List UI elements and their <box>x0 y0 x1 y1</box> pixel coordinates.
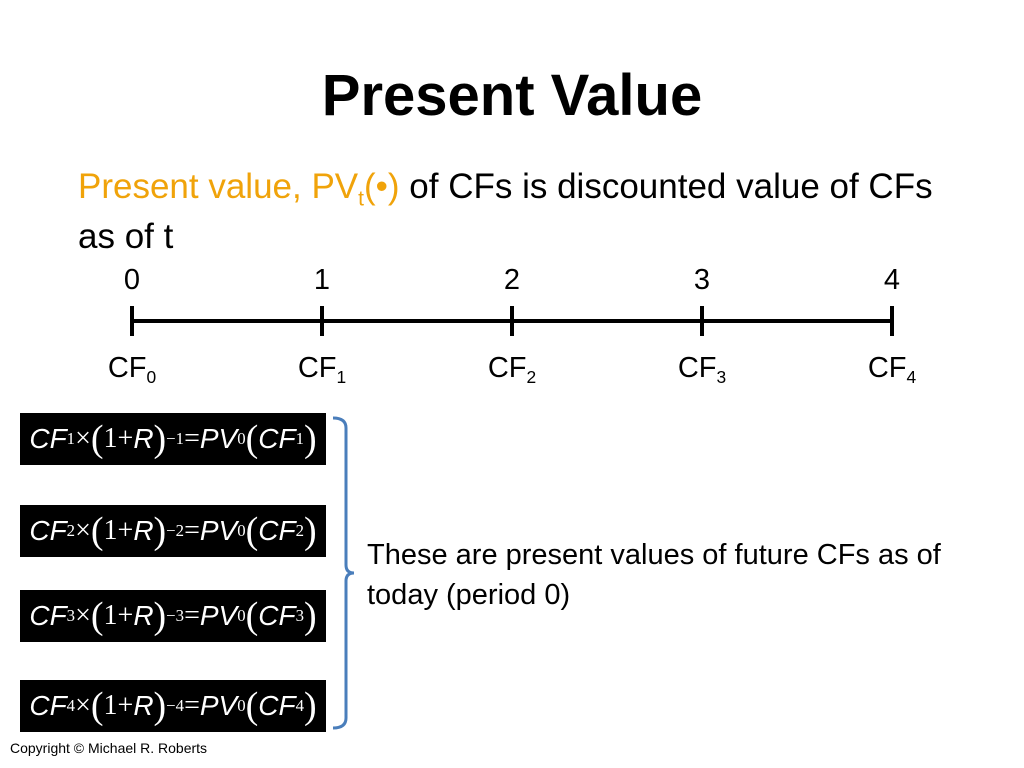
equals: = <box>184 600 200 631</box>
times: × <box>75 600 91 631</box>
paren: ( <box>245 685 259 727</box>
one-plus: 1+ <box>103 423 134 454</box>
equation: CF 2 ×(1+ R) −2 = PV 0(CF 2) <box>20 505 326 557</box>
paren: ( <box>90 595 104 637</box>
definition-highlight: Present value, PV <box>78 167 359 206</box>
period-label: 0 <box>123 264 141 296</box>
paren: ) <box>153 418 167 460</box>
equation: CF 4 ×(1+ R) −4 = PV 0(CF 4) <box>20 680 326 732</box>
paren: ) <box>153 595 167 637</box>
copyright: Copyright © Michael R. Roberts <box>10 740 208 756</box>
cf-symbol: CF <box>29 423 67 454</box>
one-plus: 1+ <box>103 515 134 546</box>
cash-flow-sub: 1 <box>336 367 347 388</box>
cf-symbol: CF <box>29 690 67 721</box>
cf-symbol: CF <box>258 690 296 721</box>
cf-symbol: CF <box>258 423 296 454</box>
paren: ) <box>303 595 317 637</box>
period-label: 4 <box>883 264 901 296</box>
times: × <box>75 515 91 546</box>
equals: = <box>184 690 200 721</box>
equals: = <box>184 515 200 546</box>
definition-highlight-tail: (•) <box>364 167 400 206</box>
cash-flow-label: CF3 <box>652 352 752 388</box>
cash-flow-sub: 2 <box>526 367 537 388</box>
paren: ) <box>303 685 317 727</box>
paren: ( <box>245 510 259 552</box>
paren: ( <box>90 510 104 552</box>
rate: R <box>133 423 154 454</box>
period-label: 2 <box>503 264 521 296</box>
cash-flow-label: CF2 <box>462 352 562 388</box>
note: These are present values of future CFs a… <box>367 539 941 611</box>
one-plus: 1+ <box>103 690 134 721</box>
definition-subscript: t <box>358 187 364 211</box>
paren: ( <box>245 418 259 460</box>
paren: ) <box>153 685 167 727</box>
paren: ( <box>90 685 104 727</box>
paren: ( <box>245 595 259 637</box>
pv-symbol: PV <box>199 600 238 631</box>
cf-symbol: CF <box>29 515 67 546</box>
pv-symbol: PV <box>199 515 238 546</box>
paren: ) <box>153 510 167 552</box>
cash-flow-sub: 3 <box>716 367 727 388</box>
pv-symbol: PV <box>199 423 238 454</box>
cash-flow-name: CF <box>107 352 147 384</box>
cash-flow-name: CF <box>297 352 337 384</box>
paren: ) <box>303 510 317 552</box>
cf-symbol: CF <box>258 600 296 631</box>
cash-flow-sub: 4 <box>906 367 917 388</box>
cash-flow-name: CF <box>867 352 907 384</box>
cash-flow-label: CF0 <box>82 352 182 388</box>
one-plus: 1+ <box>103 600 134 631</box>
paren: ) <box>303 418 317 460</box>
cash-flow-label: CF4 <box>842 352 942 388</box>
times: × <box>75 423 91 454</box>
definition-text: of CFs is discounted value of CFs as of … <box>78 167 933 256</box>
period-label: 3 <box>693 264 711 296</box>
times: × <box>75 690 91 721</box>
period-label: 1 <box>313 264 331 296</box>
definition: Present value, PVt(•) of CFs is discount… <box>78 162 958 262</box>
rate: R <box>133 515 154 546</box>
equals: = <box>184 423 200 454</box>
paren: ( <box>90 418 104 460</box>
equation: CF 3 ×(1+ R) −3 = PV 0(CF 3) <box>20 590 326 642</box>
cash-flow-name: CF <box>677 352 717 384</box>
pv-symbol: PV <box>199 690 238 721</box>
rate: R <box>133 600 154 631</box>
cash-flow-label: CF1 <box>272 352 372 388</box>
cash-flow-name: CF <box>487 352 527 384</box>
cf-symbol: CF <box>29 600 67 631</box>
cf-symbol: CF <box>258 515 296 546</box>
brace <box>332 416 355 730</box>
equation: CF 1 ×(1+ R) −1 = PV 0(CF 1) <box>20 413 326 465</box>
rate: R <box>133 690 154 721</box>
slide-title: Present Value <box>321 63 703 128</box>
cash-flow-sub: 0 <box>146 367 157 388</box>
